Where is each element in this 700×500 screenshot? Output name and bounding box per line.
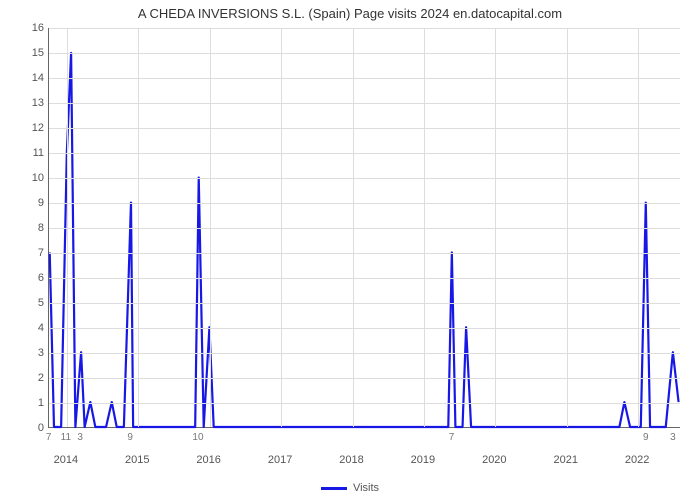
gridline-horizontal: [49, 328, 680, 329]
x-value-marker: 7: [46, 432, 52, 443]
gridline-vertical: [210, 28, 211, 427]
legend: Visits: [0, 482, 700, 494]
gridline-vertical: [353, 28, 354, 427]
gridline-vertical: [567, 28, 568, 427]
x-year-label: 2016: [196, 454, 220, 466]
y-tick-label: 1: [4, 397, 44, 409]
x-value-marker: 3: [670, 432, 676, 443]
y-tick-label: 6: [4, 272, 44, 284]
y-tick-label: 3: [4, 347, 44, 359]
gridline-vertical: [281, 28, 282, 427]
y-tick-label: 0: [4, 422, 44, 434]
gridline-vertical: [638, 28, 639, 427]
y-tick-label: 9: [4, 197, 44, 209]
y-tick-label: 13: [4, 97, 44, 109]
chart-title: A CHEDA INVERSIONS S.L. (Spain) Page vis…: [0, 6, 700, 21]
y-tick-label: 12: [4, 122, 44, 134]
gridline-horizontal: [49, 103, 680, 104]
y-tick-label: 10: [4, 172, 44, 184]
x-year-label: 2017: [268, 454, 292, 466]
x-year-label: 2022: [625, 454, 649, 466]
x-year-label: 2018: [339, 454, 363, 466]
gridline-horizontal: [49, 303, 680, 304]
y-tick-label: 5: [4, 297, 44, 309]
gridline-vertical: [138, 28, 139, 427]
x-value-marker: 7: [449, 432, 455, 443]
gridline-horizontal: [49, 203, 680, 204]
gridline-horizontal: [49, 403, 680, 404]
x-value-marker: 11: [61, 432, 71, 443]
x-year-label: 2021: [553, 454, 577, 466]
y-tick-label: 8: [4, 222, 44, 234]
gridline-horizontal: [49, 378, 680, 379]
y-tick-label: 11: [4, 147, 44, 159]
y-tick-label: 4: [4, 322, 44, 334]
gridline-horizontal: [49, 53, 680, 54]
y-tick-label: 15: [4, 47, 44, 59]
x-value-marker: 9: [643, 432, 649, 443]
gridline-horizontal: [49, 353, 680, 354]
x-year-label: 2020: [482, 454, 506, 466]
y-tick-label: 14: [4, 72, 44, 84]
x-year-label: 2015: [125, 454, 149, 466]
gridline-vertical: [495, 28, 496, 427]
x-value-marker: 9: [127, 432, 133, 443]
x-year-label: 2019: [411, 454, 435, 466]
y-tick-label: 2: [4, 372, 44, 384]
x-value-marker: 3: [77, 432, 83, 443]
visits-series-path: [50, 53, 679, 427]
gridline-horizontal: [49, 228, 680, 229]
gridline-horizontal: [49, 28, 680, 29]
gridline-horizontal: [49, 178, 680, 179]
gridline-horizontal: [49, 278, 680, 279]
gridline-horizontal: [49, 153, 680, 154]
gridline-vertical: [67, 28, 68, 427]
legend-swatch: [321, 487, 347, 490]
legend-label: Visits: [353, 482, 379, 494]
plot-area: [48, 28, 680, 428]
y-tick-label: 7: [4, 247, 44, 259]
gridline-horizontal: [49, 128, 680, 129]
gridline-horizontal: [49, 253, 680, 254]
x-value-marker: 10: [192, 432, 203, 443]
y-tick-label: 16: [4, 22, 44, 34]
x-year-label: 2014: [54, 454, 78, 466]
gridline-horizontal: [49, 78, 680, 79]
chart-container: A CHEDA INVERSIONS S.L. (Spain) Page vis…: [0, 0, 700, 500]
gridline-vertical: [424, 28, 425, 427]
